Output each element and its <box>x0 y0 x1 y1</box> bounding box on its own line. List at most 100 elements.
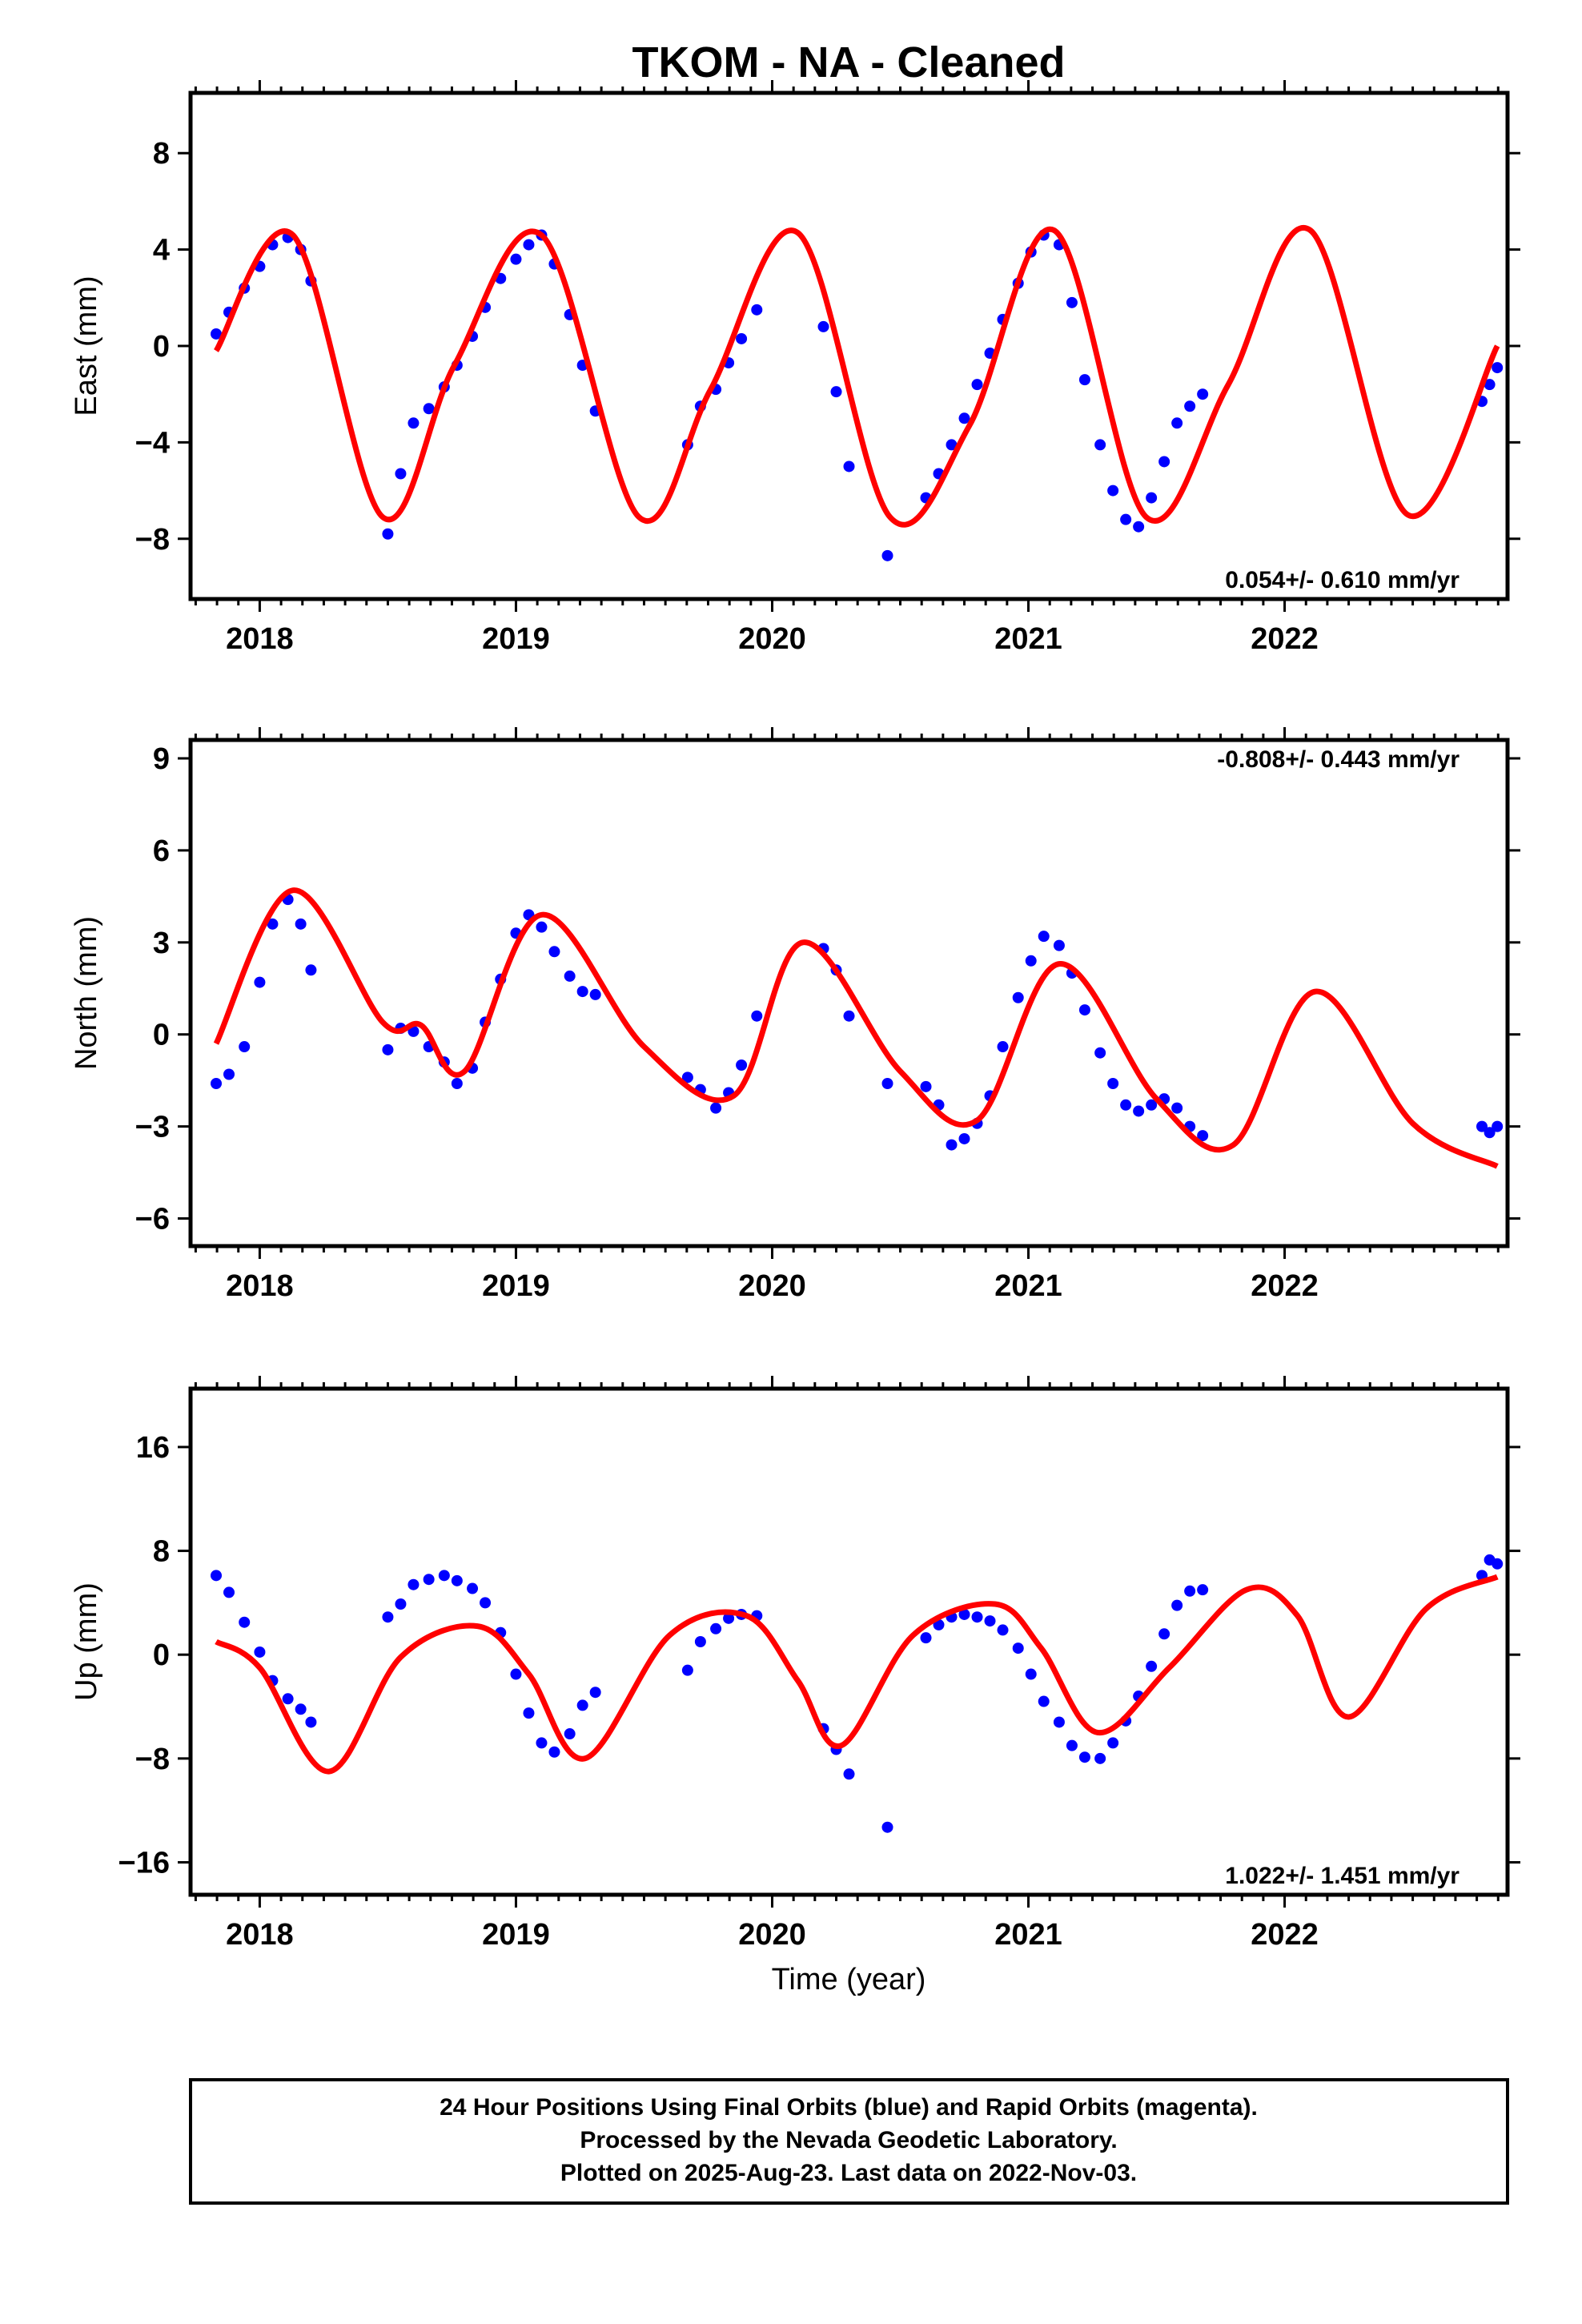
data-point <box>408 417 420 429</box>
data-point <box>971 379 983 391</box>
y-tick-label: 16 <box>136 1431 170 1465</box>
data-point <box>510 1668 522 1680</box>
data-point <box>1012 991 1024 1003</box>
data-point <box>510 253 522 265</box>
data-point <box>576 986 588 998</box>
data-point <box>1038 931 1050 943</box>
y-tick-label: 0 <box>153 1638 170 1672</box>
data-point <box>736 332 748 344</box>
y-tick-label: 3 <box>153 927 170 960</box>
data-point <box>1133 521 1145 533</box>
x-tick-label: 2018 <box>226 1918 294 1952</box>
data-point <box>1158 456 1170 468</box>
data-point <box>1197 1584 1209 1596</box>
legend-line-3: Plotted on 2025-Aug-23. Last data on 202… <box>560 2160 1137 2186</box>
data-point <box>589 988 601 1000</box>
data-point <box>576 1699 588 1711</box>
x-tick-label: 2020 <box>738 622 806 656</box>
x-tick-label: 2018 <box>226 1269 294 1303</box>
data-point <box>946 1139 958 1151</box>
data-point <box>958 412 970 424</box>
data-layer <box>211 1554 1504 1833</box>
panel-frame <box>188 90 1510 601</box>
y-tick-label: −8 <box>135 1743 170 1776</box>
y-tick-label: −3 <box>135 1111 170 1144</box>
data-point <box>305 1716 317 1728</box>
data-point <box>1025 1668 1037 1680</box>
data-point <box>382 1611 394 1623</box>
y-tick-label: −8 <box>135 523 170 557</box>
data-point <box>1066 296 1078 308</box>
data-point <box>1038 1695 1050 1707</box>
data-point <box>1053 939 1065 951</box>
data-point <box>1066 1739 1078 1751</box>
data-point <box>958 1132 970 1144</box>
data-point <box>1120 513 1132 525</box>
y-tick-label: 8 <box>153 137 170 171</box>
data-point <box>751 1010 763 1022</box>
data-point <box>254 1646 266 1658</box>
data-point <box>282 1693 294 1705</box>
data-point <box>1078 374 1090 386</box>
x-tick-label: 2022 <box>1251 1918 1319 1952</box>
legend-line-1: 24 Hour Positions Using Final Orbits (bl… <box>440 2094 1258 2121</box>
data-point <box>295 1703 307 1715</box>
panel-east: 2018 2019 2020 2021 2022 −8 −4 0 4 8 East (mm) 0.05… <box>70 80 1520 656</box>
data-point <box>1107 485 1119 497</box>
chart-title: TKOM - NA - Cleaned <box>632 38 1065 86</box>
data-point <box>1094 439 1106 451</box>
data-point <box>694 1636 706 1647</box>
data-point <box>395 468 407 480</box>
data-point <box>997 1624 1009 1636</box>
legend-line-2: Processed by the Nevada Geodetic Laborat… <box>580 2127 1117 2153</box>
data-point <box>1107 1077 1119 1089</box>
x-tick-label: 2019 <box>482 1918 550 1952</box>
data-point <box>1158 1628 1170 1640</box>
legend-box: 24 Hour Positions Using Final Orbits (bl… <box>189 2078 1509 2205</box>
data-point <box>382 1043 394 1055</box>
y-tick-label: 8 <box>153 1535 170 1569</box>
data-point <box>1025 955 1037 967</box>
model-curve-east <box>213 225 1500 528</box>
data-point <box>239 1616 251 1628</box>
data-point <box>817 320 829 332</box>
data-point <box>408 1578 420 1590</box>
rate-label-north: -0.808+/- 0.443 mm/yr <box>1217 746 1460 773</box>
data-point <box>920 1080 932 1092</box>
rate-label-up: 1.022+/- 1.451 mm/yr <box>1225 1863 1460 1889</box>
data-point <box>736 1059 748 1072</box>
data-point <box>589 1687 601 1699</box>
data-point <box>958 1608 970 1620</box>
data-point <box>1107 1737 1119 1749</box>
plot-area <box>191 1389 1508 1895</box>
data-point <box>946 439 958 451</box>
data-point <box>395 1598 407 1610</box>
plot-area <box>191 93 1508 599</box>
data-point <box>239 1041 251 1053</box>
y-axis-label-north: North (mm) <box>70 916 103 1070</box>
data-point <box>1184 400 1196 412</box>
data-point <box>1197 1130 1209 1142</box>
panel-frame <box>188 1386 1510 1897</box>
data-point <box>1184 1585 1196 1597</box>
panel-north: 2018 2019 2020 2021 2022 −6 −3 0 3 6 9 North (mm) -0… <box>70 727 1520 1303</box>
data-point <box>295 918 307 930</box>
panels: 2018 2019 2020 2021 2022 −8 −4 0 4 8 East (mm) 0.05… <box>70 80 1520 1952</box>
model-curve-north <box>213 887 1499 1169</box>
data-point <box>881 1821 893 1833</box>
data-point <box>423 1574 435 1586</box>
data-point <box>254 976 266 988</box>
data-point <box>423 403 435 415</box>
y-tick-label: −6 <box>135 1203 170 1236</box>
data-point <box>1146 492 1158 504</box>
data-point <box>1133 1105 1145 1117</box>
data-point <box>480 1597 492 1609</box>
data-point <box>211 1077 223 1089</box>
data-point <box>1171 1599 1183 1611</box>
x-tick-label: 2019 <box>482 1269 550 1303</box>
data-point <box>1492 362 1504 374</box>
x-tick-label: 2020 <box>738 1269 806 1303</box>
x-tick-label: 2021 <box>994 1918 1062 1952</box>
y-tick-label: −16 <box>118 1846 170 1880</box>
